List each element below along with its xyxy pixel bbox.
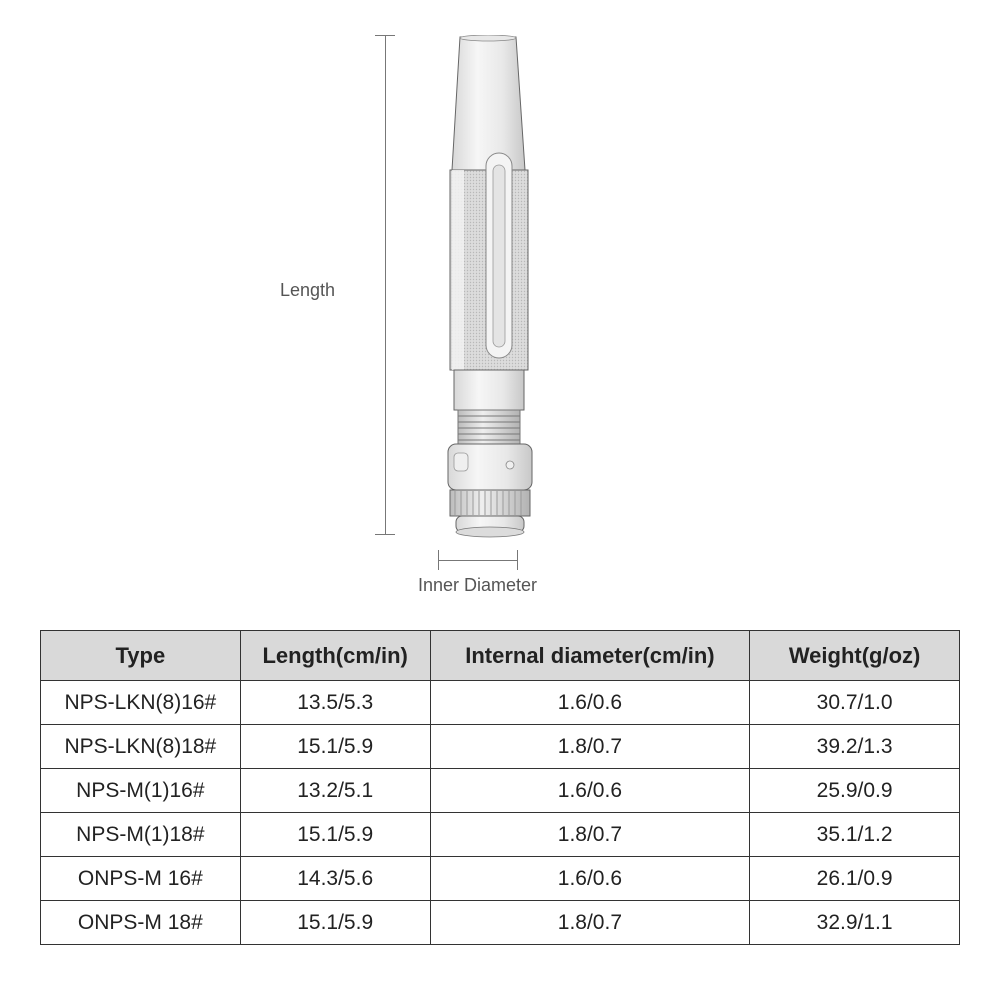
cell-length: 15.1/5.9 xyxy=(240,813,430,857)
cell-length: 15.1/5.9 xyxy=(240,901,430,945)
bracket-line xyxy=(385,35,386,535)
cell-type: ONPS-M 16# xyxy=(41,857,241,901)
table-row: NPS-M(1)16# 13.2/5.1 1.6/0.6 25.9/0.9 xyxy=(41,769,960,813)
diagram-area: Length Inner Diameter xyxy=(0,35,1000,605)
cell-type: ONPS-M 18# xyxy=(41,901,241,945)
cell-dia: 1.8/0.7 xyxy=(430,725,750,769)
cell-dia: 1.6/0.6 xyxy=(430,681,750,725)
table-row: ONPS-M 18# 15.1/5.9 1.8/0.7 32.9/1.1 xyxy=(41,901,960,945)
header-length: Length(cm/in) xyxy=(240,631,430,681)
cell-type: NPS-M(1)16# xyxy=(41,769,241,813)
table-row: NPS-LKN(8)18# 15.1/5.9 1.8/0.7 39.2/1.3 xyxy=(41,725,960,769)
cell-dia: 1.6/0.6 xyxy=(430,769,750,813)
cell-length: 13.2/5.1 xyxy=(240,769,430,813)
header-dia: Internal diameter(cm/in) xyxy=(430,631,750,681)
product-sketch xyxy=(430,35,550,540)
cell-length: 13.5/5.3 xyxy=(240,681,430,725)
cell-dia: 1.8/0.7 xyxy=(430,901,750,945)
table-row: NPS-M(1)18# 15.1/5.9 1.8/0.7 35.1/1.2 xyxy=(41,813,960,857)
bracket-tick xyxy=(517,550,518,570)
cell-length: 14.3/5.6 xyxy=(240,857,430,901)
cell-weight: 35.1/1.2 xyxy=(750,813,960,857)
cell-type: NPS-LKN(8)18# xyxy=(41,725,241,769)
cell-length: 15.1/5.9 xyxy=(240,725,430,769)
bracket-tick xyxy=(375,534,395,535)
cell-weight: 25.9/0.9 xyxy=(750,769,960,813)
inner-diameter-bracket xyxy=(438,550,518,570)
cell-type: NPS-LKN(8)16# xyxy=(41,681,241,725)
table-row: NPS-LKN(8)16# 13.5/5.3 1.6/0.6 30.7/1.0 xyxy=(41,681,960,725)
length-label: Length xyxy=(280,280,335,301)
length-dimension-bracket xyxy=(375,35,395,535)
table-row: ONPS-M 16# 14.3/5.6 1.6/0.6 26.1/0.9 xyxy=(41,857,960,901)
spec-table: Type Length(cm/in) Internal diameter(cm/… xyxy=(40,630,960,945)
header-weight: Weight(g/oz) xyxy=(750,631,960,681)
bracket-line xyxy=(438,560,518,561)
cell-dia: 1.6/0.6 xyxy=(430,857,750,901)
cell-weight: 39.2/1.3 xyxy=(750,725,960,769)
cell-weight: 30.7/1.0 xyxy=(750,681,960,725)
cell-type: NPS-M(1)18# xyxy=(41,813,241,857)
inner-diameter-label: Inner Diameter xyxy=(418,575,537,596)
header-type: Type xyxy=(41,631,241,681)
table-header-row: Type Length(cm/in) Internal diameter(cm/… xyxy=(41,631,960,681)
cell-weight: 26.1/0.9 xyxy=(750,857,960,901)
cell-dia: 1.8/0.7 xyxy=(430,813,750,857)
cell-weight: 32.9/1.1 xyxy=(750,901,960,945)
